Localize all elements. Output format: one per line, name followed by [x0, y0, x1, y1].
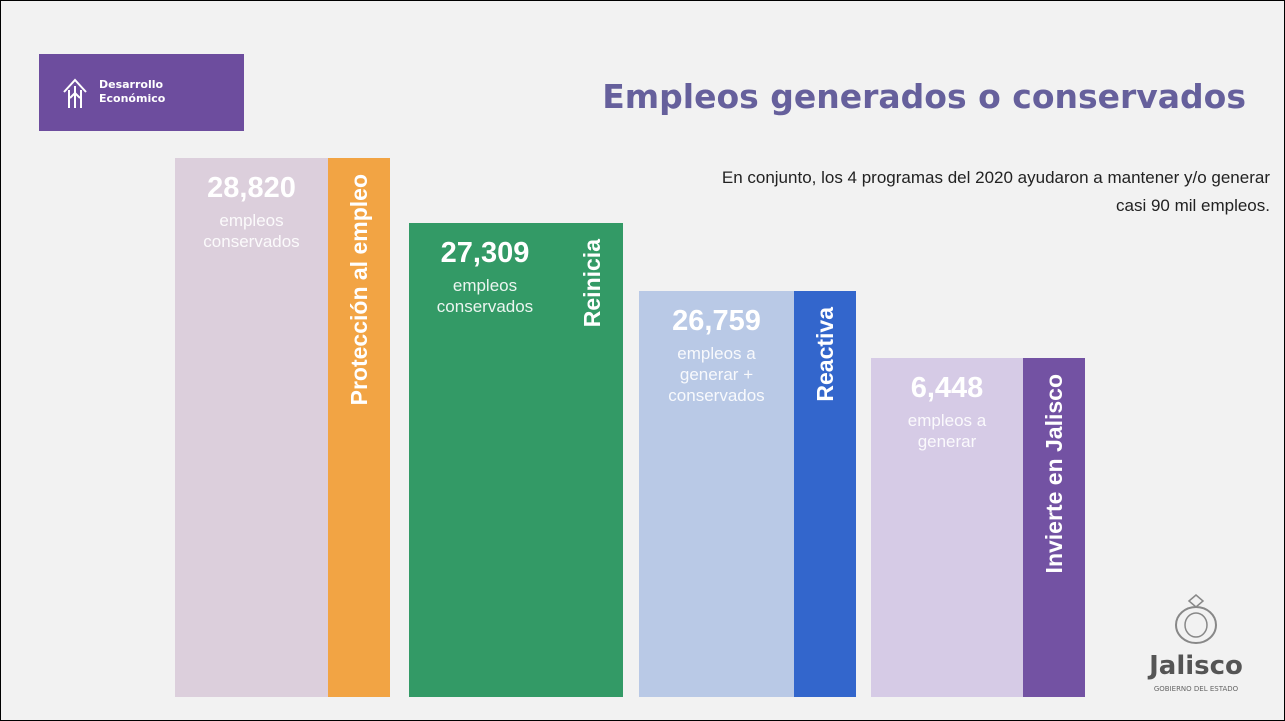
program-strip — [328, 158, 390, 697]
title: Empleos generados o conservados — [602, 77, 1246, 116]
program-number: 6,448 — [910, 372, 984, 404]
description-line: conservados — [668, 386, 765, 405]
program-strip — [1023, 358, 1085, 697]
program-name: Reinicia — [579, 239, 605, 328]
subtitle: En conjunto, los 4 programas del 2020 ay… — [722, 164, 1270, 220]
program-description: empleos conservados — [409, 275, 561, 317]
description-line: empleos — [219, 211, 284, 230]
logo-text: Económico — [99, 92, 166, 105]
description-line: empleos — [452, 276, 518, 295]
description-line: generar + — [679, 365, 754, 384]
subtitle-line: casi 90 mil empleos. — [1115, 196, 1270, 215]
program-description: empleos conservados — [175, 210, 328, 252]
program-strip — [561, 223, 623, 697]
program-name: Reactiva — [812, 307, 838, 402]
description-line: generar — [917, 432, 977, 451]
description-line: empleos a — [677, 344, 756, 363]
logo: Desarrollo Económico — [39, 54, 244, 131]
program-name: Protección al empleo — [346, 174, 372, 406]
program-strip-label: Reactiva — [794, 291, 856, 697]
tagline: GOBIERNO DEL ESTADO — [1153, 685, 1239, 693]
program-description: empleos a generar + conservados — [639, 343, 794, 406]
logo-text: Desarrollo — [99, 78, 164, 91]
logo-icon — [63, 78, 87, 108]
description-line: conservados — [203, 232, 300, 251]
program-number: 27,309 — [440, 237, 530, 269]
program-bar: 26,759 empleos a generar + conservados — [639, 291, 794, 697]
program-description: empleos a generar — [871, 410, 1023, 452]
subtitle-line: En conjunto, los 4 programas del 2020 ay… — [721, 168, 1270, 187]
emblem — [1175, 594, 1217, 644]
program-name: Invierte en Jalisco — [1041, 374, 1067, 574]
program-strip — [794, 291, 856, 697]
program-bar: 6,448 empleos a generar — [871, 358, 1023, 697]
program-number: 26,759 — [672, 305, 761, 337]
program-number: 28,820 — [207, 172, 296, 204]
brand: Jalisco — [1149, 651, 1243, 681]
description-line: conservados — [436, 297, 534, 316]
description-line: empleos a — [907, 411, 987, 430]
program-strip-label: Reinicia — [561, 223, 623, 697]
program-strip-label: Invierte en Jalisco — [1023, 358, 1085, 697]
program-strip-label: Protección al empleo — [328, 158, 390, 697]
program-bar: 28,820 empleos conservados — [175, 158, 328, 697]
